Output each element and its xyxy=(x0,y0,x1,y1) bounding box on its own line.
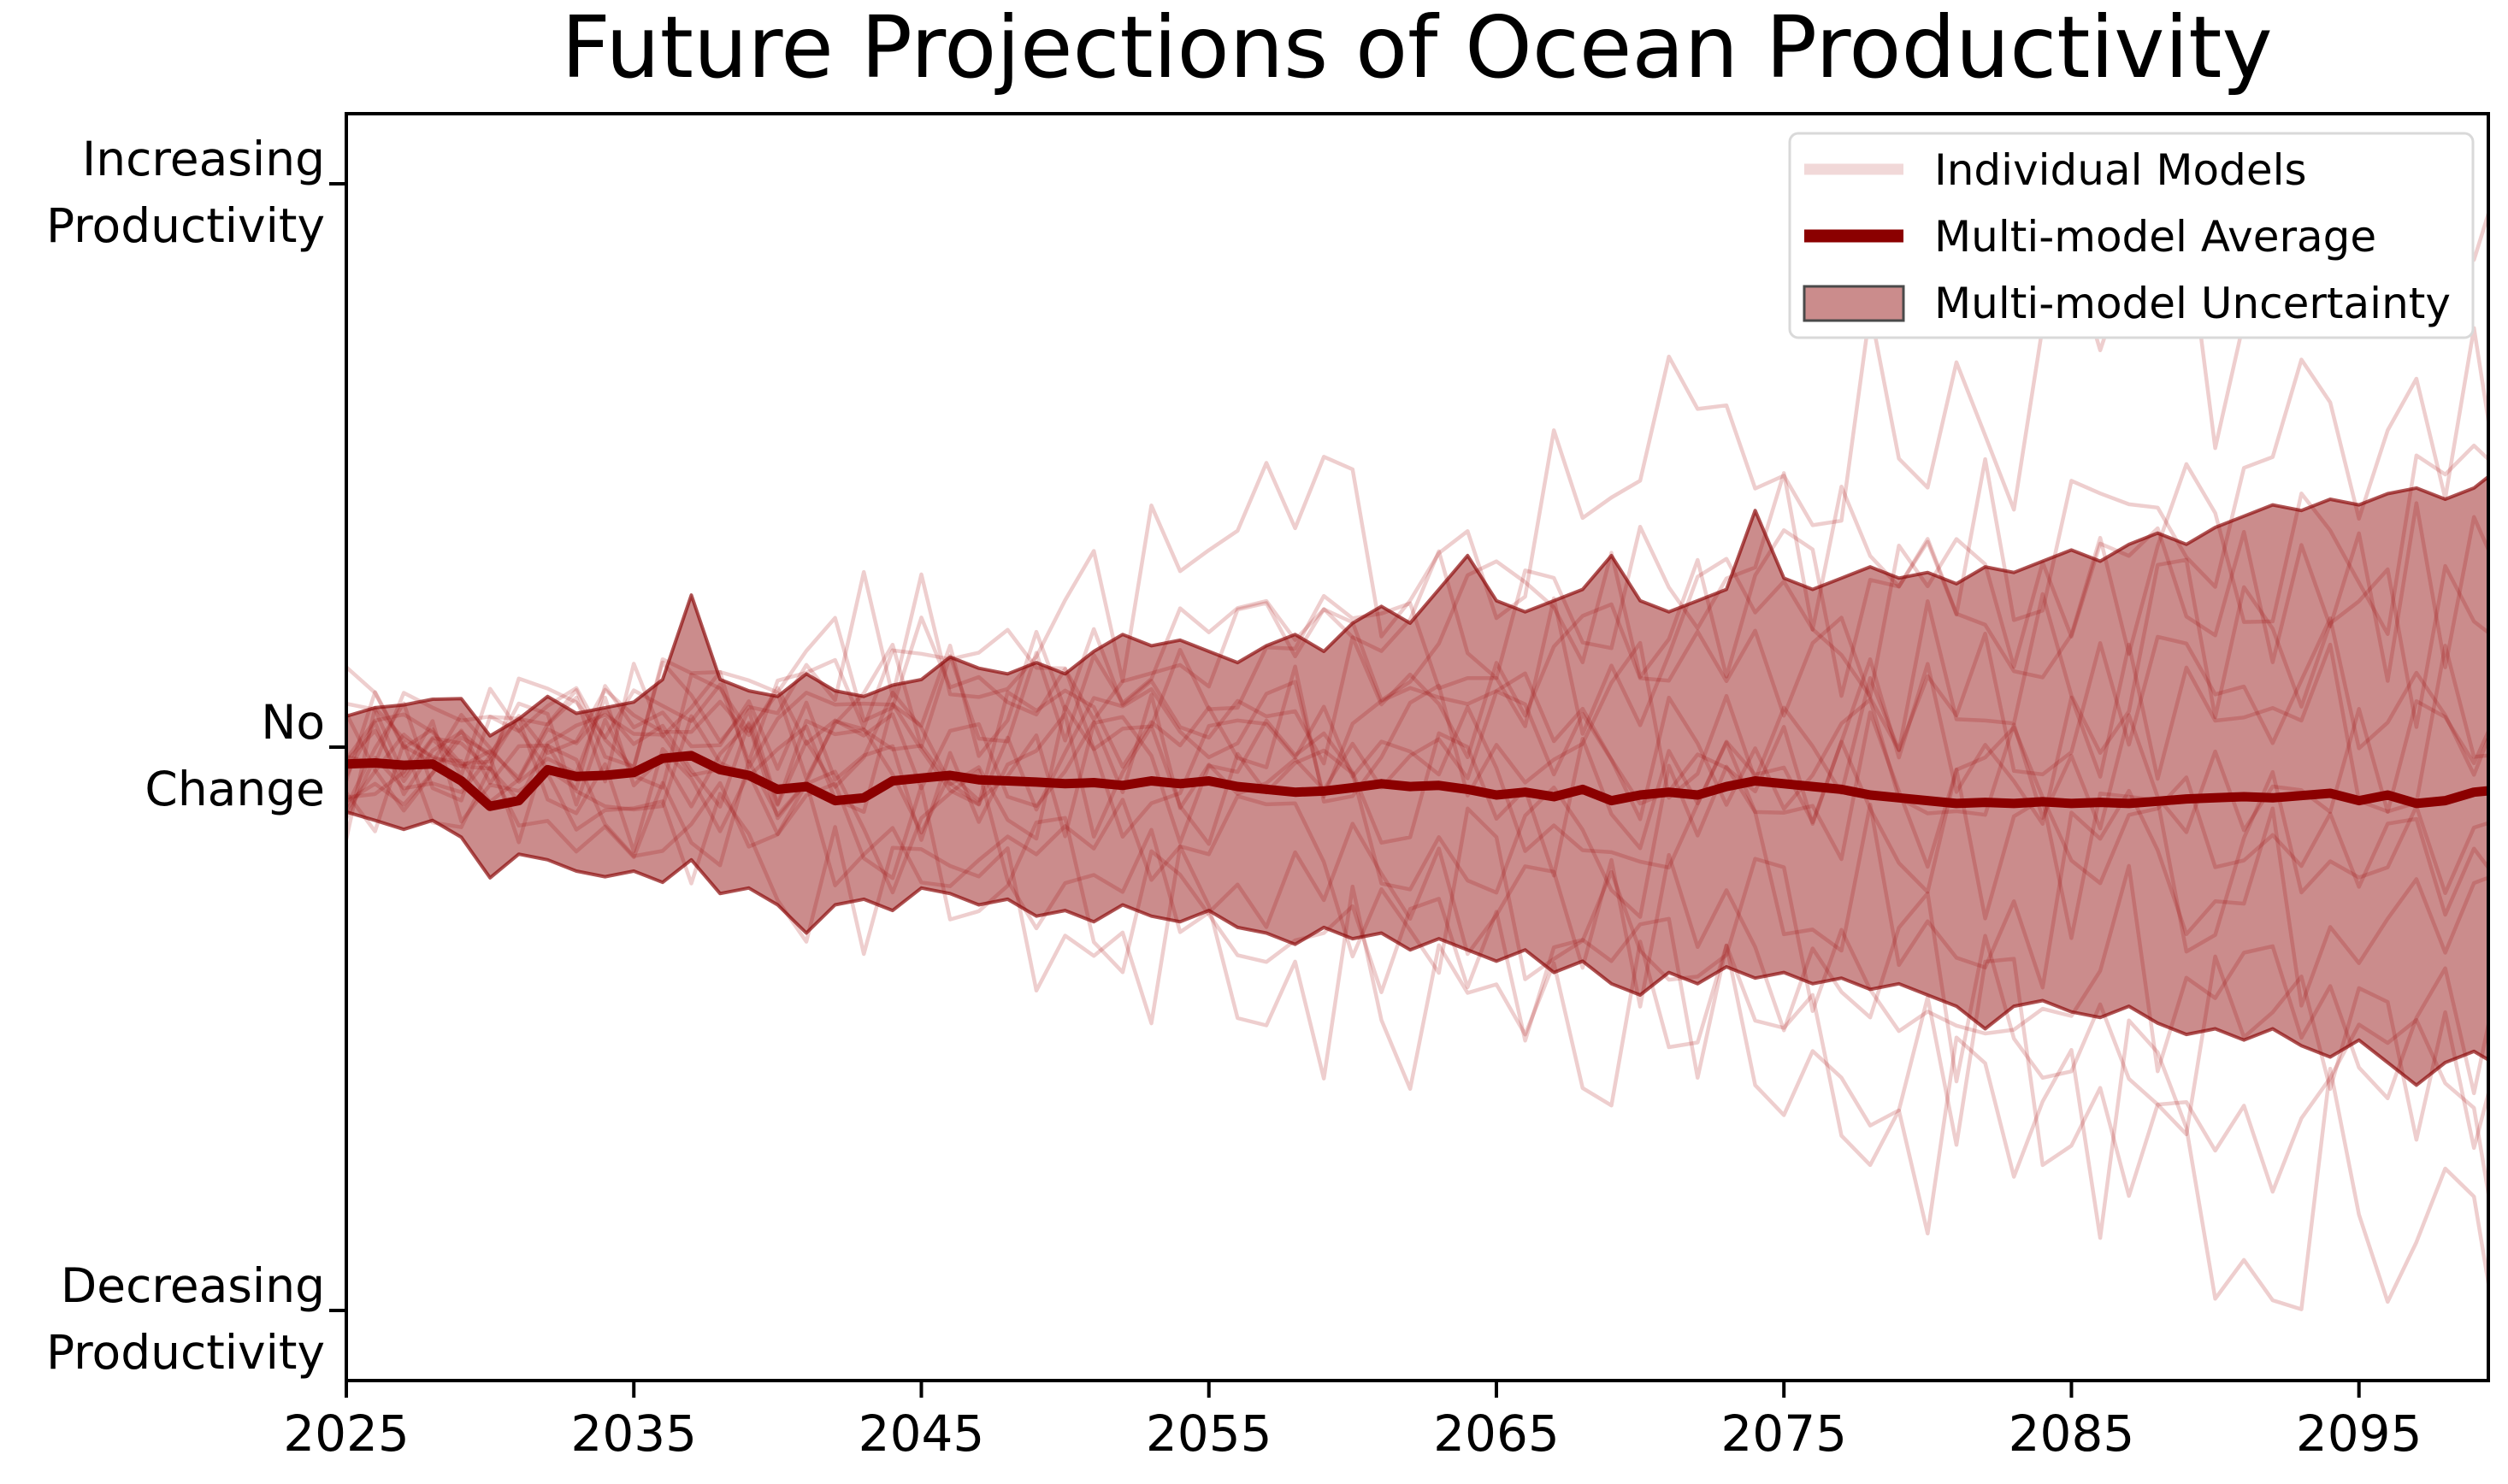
legend-label-individual-models: Individual Models xyxy=(1934,145,2307,195)
individual-model-line xyxy=(346,704,2488,917)
legend-label-multi-model-uncertainty: Multi-model Uncertainty xyxy=(1934,279,2451,328)
legend-box xyxy=(1788,132,2475,339)
individual-model-line xyxy=(346,719,2488,1311)
x-tick-label: 2065 xyxy=(1433,1404,1560,1463)
x-tick-label: 2095 xyxy=(2296,1404,2422,1463)
individual-model-line xyxy=(346,720,2488,1205)
y-tick-label: Productivity xyxy=(46,198,325,253)
chart-title: Future Projections of Ocean Productivity xyxy=(561,0,2272,97)
y-tick-label: Productivity xyxy=(46,1325,325,1380)
uncertainty-band-lower-edge xyxy=(346,810,2488,1087)
y-tick-label: No xyxy=(261,695,325,750)
individual-model-line xyxy=(346,616,2488,812)
individual-model-line xyxy=(346,686,2488,834)
y-tick-label: Decreasing xyxy=(61,1258,325,1313)
uncertainty-band xyxy=(346,476,2488,1086)
x-tick-label: 2025 xyxy=(283,1404,410,1463)
individual-model-line xyxy=(346,665,2488,1008)
legend-swatch-multi-model-uncertainty xyxy=(1803,285,1905,322)
axis-ticks: 2025 2035 2045 2055 2065 2075 2085 2095 Increasi… xyxy=(46,132,2422,1463)
individual-model-line xyxy=(346,443,2488,821)
individual-model-line xyxy=(346,642,2488,827)
uncertainty-band-upper-edge xyxy=(346,474,2488,738)
individual-model-line xyxy=(346,326,2488,810)
individual-model-line xyxy=(346,557,2488,771)
individual-model-line xyxy=(346,501,2488,778)
y-tick-label: Increasing xyxy=(82,132,325,186)
series-layer xyxy=(346,134,2488,1311)
x-tick-label: 2085 xyxy=(2009,1404,2135,1463)
x-tick-label: 2045 xyxy=(859,1404,985,1463)
individual-model-line xyxy=(346,740,2488,1101)
legend-label-multi-model-average: Multi-model Average xyxy=(1934,212,2376,262)
x-tick-label: 2075 xyxy=(1720,1404,1847,1463)
individual-model-line xyxy=(346,711,2488,1151)
x-tick-label: 2035 xyxy=(570,1404,697,1463)
legend: Individual Models Multi-model Average Mu… xyxy=(1788,132,2475,339)
multi-model-average-line xyxy=(346,751,2488,811)
y-tick-label: Change xyxy=(145,762,325,816)
x-tick-label: 2055 xyxy=(1146,1404,1272,1463)
